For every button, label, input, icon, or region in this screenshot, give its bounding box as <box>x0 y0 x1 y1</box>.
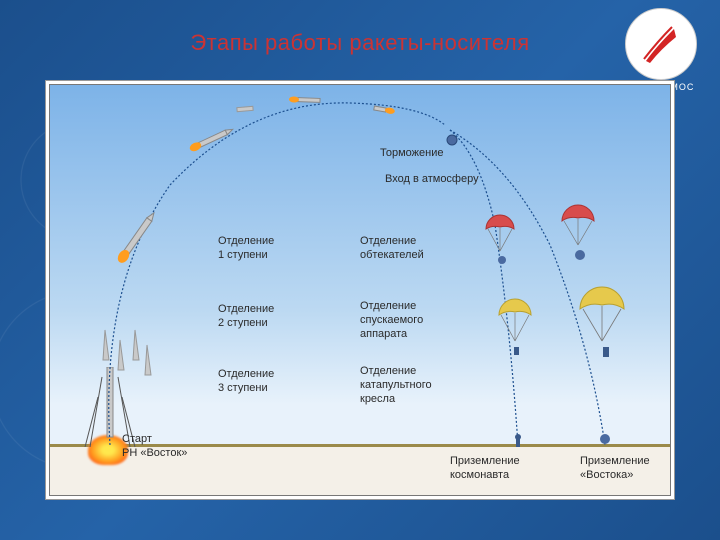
arrow-icon <box>636 19 686 69</box>
parachute-yellow-1 <box>497 297 533 343</box>
stage2-debris-icon <box>237 106 253 111</box>
parachute-red-2 <box>560 203 596 247</box>
rocket-stage3-icon <box>289 96 320 103</box>
page-title: Этапы работы ракеты-носителя <box>190 30 529 56</box>
label-seat: Отделение катапультного кресла <box>360 365 432 406</box>
seat-descent-1 <box>514 347 519 355</box>
diagram-frame: Старт РН «Восток» Отделение 1 ступени От… <box>45 80 675 500</box>
label-reentry: Вход в атмосферу <box>385 173 479 187</box>
parachute-yellow-2 <box>578 285 626 343</box>
label-landing-cosmo: Приземление космонавта <box>450 455 520 483</box>
label-braking: Торможение <box>380 147 443 161</box>
parachute-red-1 <box>484 213 516 253</box>
rocket-stage1-icon <box>115 210 158 265</box>
label-stage1: Отделение 1 ступени <box>218 235 274 263</box>
label-stage3: Отделение 3 ступени <box>218 368 274 396</box>
capsule-reentry-icon <box>447 135 457 145</box>
capsule-braking-icon <box>374 105 396 115</box>
seat-descent-2 <box>603 347 609 357</box>
label-descent-module: Отделение спускаемого аппарата <box>360 300 423 341</box>
capsule-descent-1 <box>498 256 506 264</box>
rocket-stage2-icon <box>188 126 234 153</box>
label-stage2: Отделение 2 ступени <box>218 303 274 331</box>
logo-badge <box>625 8 697 80</box>
capsule-descent-2 <box>575 250 585 260</box>
label-landing-vostok: Приземление «Востока» <box>580 455 650 483</box>
label-fairing: Отделение обтекателей <box>360 235 424 263</box>
label-start: Старт РН «Восток» <box>122 433 187 461</box>
cosmonaut-body-icon <box>516 439 520 447</box>
vostok-landed-icon <box>600 434 610 444</box>
diagram: Старт РН «Восток» Отделение 1 ступени От… <box>49 84 671 496</box>
